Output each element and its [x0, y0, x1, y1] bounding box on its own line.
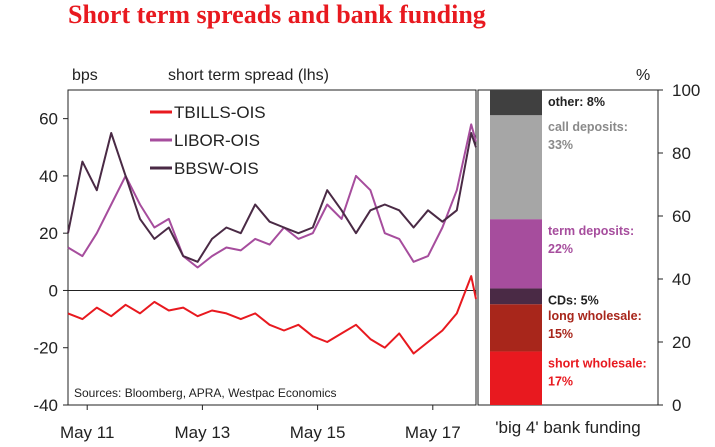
y-tick-label: 20 [39, 224, 58, 243]
funding-bar-panel: short wholesale: 17% long wholesale: 15% CDs… [477, 67, 700, 437]
y-tick-label: -40 [33, 396, 58, 415]
right-y-tick-label: 80 [672, 144, 691, 163]
right-y-tick-label: 100 [672, 81, 700, 100]
bar-panel-frame [477, 89, 659, 406]
segment-label: other: 8% [548, 95, 605, 109]
segment-label: short wholesale: [548, 356, 647, 370]
chart-title: Short term spreads and bank funding [68, 0, 486, 29]
y-tick-label: -20 [33, 339, 58, 358]
funding-segment [490, 115, 542, 220]
right-y-tick-label: 40 [672, 270, 691, 289]
source-note: Sources: Bloomberg, APRA, Westpac Econom… [74, 386, 337, 400]
series-line-tbills-ois [67, 275, 477, 355]
segment-value: 5% [581, 293, 599, 307]
left-units-label: bps [72, 67, 98, 84]
legend-label: LIBOR-OIS [174, 131, 260, 150]
x-tick-label: May 11 [60, 423, 115, 442]
segment-label: CDs: 5% [548, 293, 599, 307]
x-tick-label: May 13 [175, 423, 231, 442]
funding-segment [490, 304, 542, 352]
x-tick-label: May 15 [290, 423, 346, 442]
bar-xlabel: 'big 4' bank funding [495, 418, 640, 437]
segment-value: 17% [548, 374, 573, 388]
legend-label: TBILLS-OIS [174, 103, 266, 122]
segment-value: 15% [548, 327, 573, 341]
right-y-tick-label: 0 [672, 396, 681, 415]
series-line-bbsw-ois [67, 132, 477, 263]
left-panel-header: short term spread (lhs) [168, 67, 329, 84]
segment-value: 22% [548, 242, 573, 256]
segment-label: long wholesale: [548, 309, 642, 323]
segment-value: 8% [587, 95, 605, 109]
y-tick-label: 60 [39, 110, 58, 129]
funding-segment [490, 288, 542, 305]
funding-segment [490, 90, 542, 116]
right-units-label: % [636, 67, 650, 84]
segment-label: term deposits: [548, 224, 634, 238]
segment-value: 33% [548, 138, 573, 152]
x-tick-label: May 17 [405, 423, 461, 442]
funding-segment [490, 351, 542, 405]
segment-label-text: CDs: [548, 293, 581, 307]
right-y-tick-label: 60 [672, 207, 691, 226]
segment-label: call deposits: [548, 120, 628, 134]
legend-label: BBSW-OIS [174, 159, 259, 178]
plot-frame [67, 89, 477, 406]
y-tick-label: 40 [39, 167, 58, 186]
series-line-libor-ois [67, 123, 477, 269]
right-y-tick-label: 20 [672, 333, 691, 352]
segment-label-text: other: [548, 95, 587, 109]
y-tick-label: 0 [49, 281, 58, 300]
funding-segment [490, 219, 542, 289]
